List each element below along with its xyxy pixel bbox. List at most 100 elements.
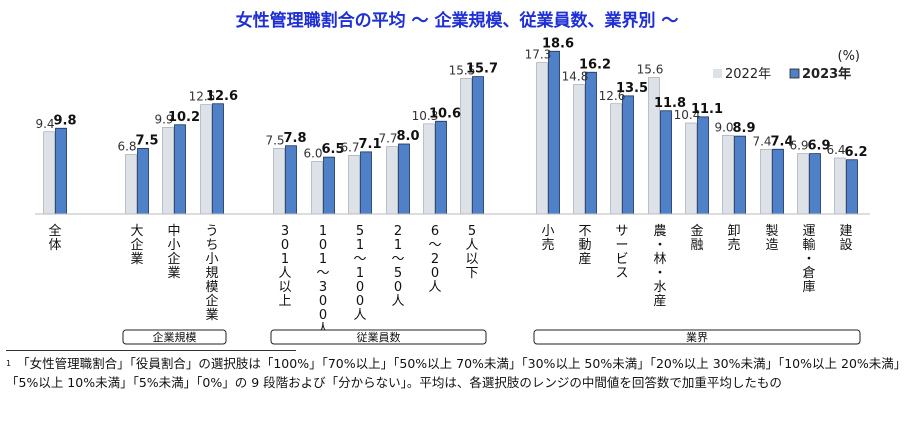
bar-chart: 女性管理職割合の平均 ～ 企業規模、従業員数、業界別 ～ (%) 2022年 2… xyxy=(35,10,870,345)
value-label-2023: 11.8 xyxy=(654,96,686,111)
value-label-2022: 7.7 xyxy=(378,132,397,146)
bar-2023 xyxy=(772,148,784,215)
value-label-2023: 9.8 xyxy=(53,113,76,128)
chart-title: 女性管理職割合の平均 ～ 企業規模、従業員数、業界別 ～ xyxy=(236,10,679,31)
value-label-2022: 6.0 xyxy=(303,147,322,161)
bar-2022 xyxy=(573,84,585,215)
value-label-2022: 10.3 xyxy=(412,109,439,123)
bar-2023 xyxy=(285,145,297,215)
category-label: 5 1 ～ 1 0 0 人 xyxy=(353,224,366,323)
category-label: 製造 xyxy=(765,224,778,253)
legend-swatch-2022 xyxy=(713,69,722,78)
value-label-2022: 7.5 xyxy=(265,133,284,147)
bar-2023 xyxy=(697,116,709,215)
bar-2023 xyxy=(622,95,634,215)
value-label-2022: 6.8 xyxy=(117,140,136,154)
value-label-2022: 12.6 xyxy=(599,89,626,103)
category-label: 運輸・倉庫 xyxy=(802,224,815,295)
footnote-marker: 1 xyxy=(6,359,12,368)
category-label: 不動産 xyxy=(578,224,591,267)
bar-2022 xyxy=(722,134,734,215)
value-label-2023: 7.5 xyxy=(135,133,158,148)
value-label-2022: 9.0 xyxy=(714,120,733,134)
legend-label-2023: 2023年 xyxy=(802,66,851,82)
category-label: 大企業 xyxy=(130,224,143,267)
category-label: サービス xyxy=(615,224,628,281)
bar-2023 xyxy=(55,127,67,215)
value-label-2023: 18.6 xyxy=(542,36,574,51)
group-box xyxy=(533,329,861,345)
group-box xyxy=(270,329,487,345)
value-label-2022: 6.9 xyxy=(789,139,808,153)
category-label: 全体 xyxy=(48,223,61,253)
bar-2022 xyxy=(760,148,772,215)
value-label-2022: 12.5 xyxy=(189,90,216,104)
category-label: 小売 xyxy=(541,224,554,253)
footnote-rule xyxy=(6,350,296,351)
category-label: 建設 xyxy=(839,224,852,253)
bar-2022 xyxy=(536,62,548,215)
bar-2022 xyxy=(834,157,846,215)
value-label-2023: 8.0 xyxy=(396,129,419,144)
bar-2022 xyxy=(273,148,285,215)
value-label-2023: 7.1 xyxy=(358,137,381,152)
category-label: 5 人以下 xyxy=(465,224,478,281)
bar-2023 xyxy=(212,103,224,215)
value-label-2022: 17.3 xyxy=(525,48,552,62)
legend: 2022年 2023年 xyxy=(713,66,851,82)
value-label-2023: 10.2 xyxy=(168,110,200,125)
bar-2022 xyxy=(386,146,398,215)
category-label: 中小企業 xyxy=(167,224,180,281)
bar-2023 xyxy=(809,153,821,215)
value-label-2022: 9.9 xyxy=(154,112,173,126)
category-label: うち小規模企業 xyxy=(205,224,218,323)
value-label-2023: 16.2 xyxy=(579,57,611,72)
bar-2022 xyxy=(685,122,697,215)
group-label: 企業規模 xyxy=(153,330,197,344)
bar-2023 xyxy=(472,76,484,215)
bar-2022 xyxy=(162,127,174,215)
category-label: 農・林・水産 xyxy=(653,224,666,309)
value-label-2022: 14.8 xyxy=(562,70,589,84)
value-label-2023: 11.1 xyxy=(691,102,723,117)
group-labels-layer: 企業規模 従業員数 業界 xyxy=(122,329,861,345)
value-label-2023: 15.7 xyxy=(466,62,498,77)
group-label: 業界 xyxy=(686,331,708,344)
footnote-text: 「女性管理職割合」「役員割合」の選択肢は「100%」「70%以上」「50%以上 … xyxy=(6,356,901,390)
value-label-2023: 8.9 xyxy=(732,121,755,136)
bar-2022 xyxy=(311,161,323,215)
value-label-2022: 10.4 xyxy=(674,108,701,122)
bar-2023 xyxy=(846,159,858,215)
bar-2023 xyxy=(137,147,149,215)
value-label-2023: 7.8 xyxy=(283,131,306,146)
value-label-2022: 9.4 xyxy=(35,117,54,131)
value-label-2023: 13.5 xyxy=(616,81,648,96)
value-label-2022: 15.5 xyxy=(449,63,476,77)
category-label: 6 ～ 2 0 人 xyxy=(428,224,441,295)
footnote: 1 「女性管理職割合」「役員割合」の選択肢は「100%」「70%以上」「50%以上… xyxy=(6,354,906,392)
bar-2022 xyxy=(348,155,360,215)
bar-2022 xyxy=(797,153,809,215)
category-label: 2 1 ～ 5 0 人 xyxy=(391,224,404,309)
legend-swatch-2023 xyxy=(789,68,800,79)
bars-layer xyxy=(43,50,858,215)
value-labels-layer: 9.49.86.87.59.910.212.512.67.57.86.06.56… xyxy=(35,36,867,160)
value-label-2022: 7.4 xyxy=(752,134,771,148)
value-label-2023: 7.4 xyxy=(770,134,793,149)
legend-label-2022: 2022年 xyxy=(725,67,771,82)
bar-2023 xyxy=(734,135,746,215)
bar-2023 xyxy=(360,151,372,215)
category-label: 金融 xyxy=(690,223,703,253)
bar-2023 xyxy=(174,124,186,215)
bar-2023 xyxy=(660,110,672,215)
bar-2023 xyxy=(435,120,447,215)
bar-2022 xyxy=(423,123,435,215)
value-label-2022: 6.7 xyxy=(340,140,359,154)
bar-2022 xyxy=(200,104,212,215)
value-label-2023: 6.2 xyxy=(844,145,867,160)
bar-2022 xyxy=(43,131,55,215)
value-label-2022: 6.4 xyxy=(826,143,845,157)
value-label-2023: 10.6 xyxy=(429,106,461,121)
value-label-2023: 6.5 xyxy=(321,142,344,157)
category-label: 卸売 xyxy=(727,223,740,253)
